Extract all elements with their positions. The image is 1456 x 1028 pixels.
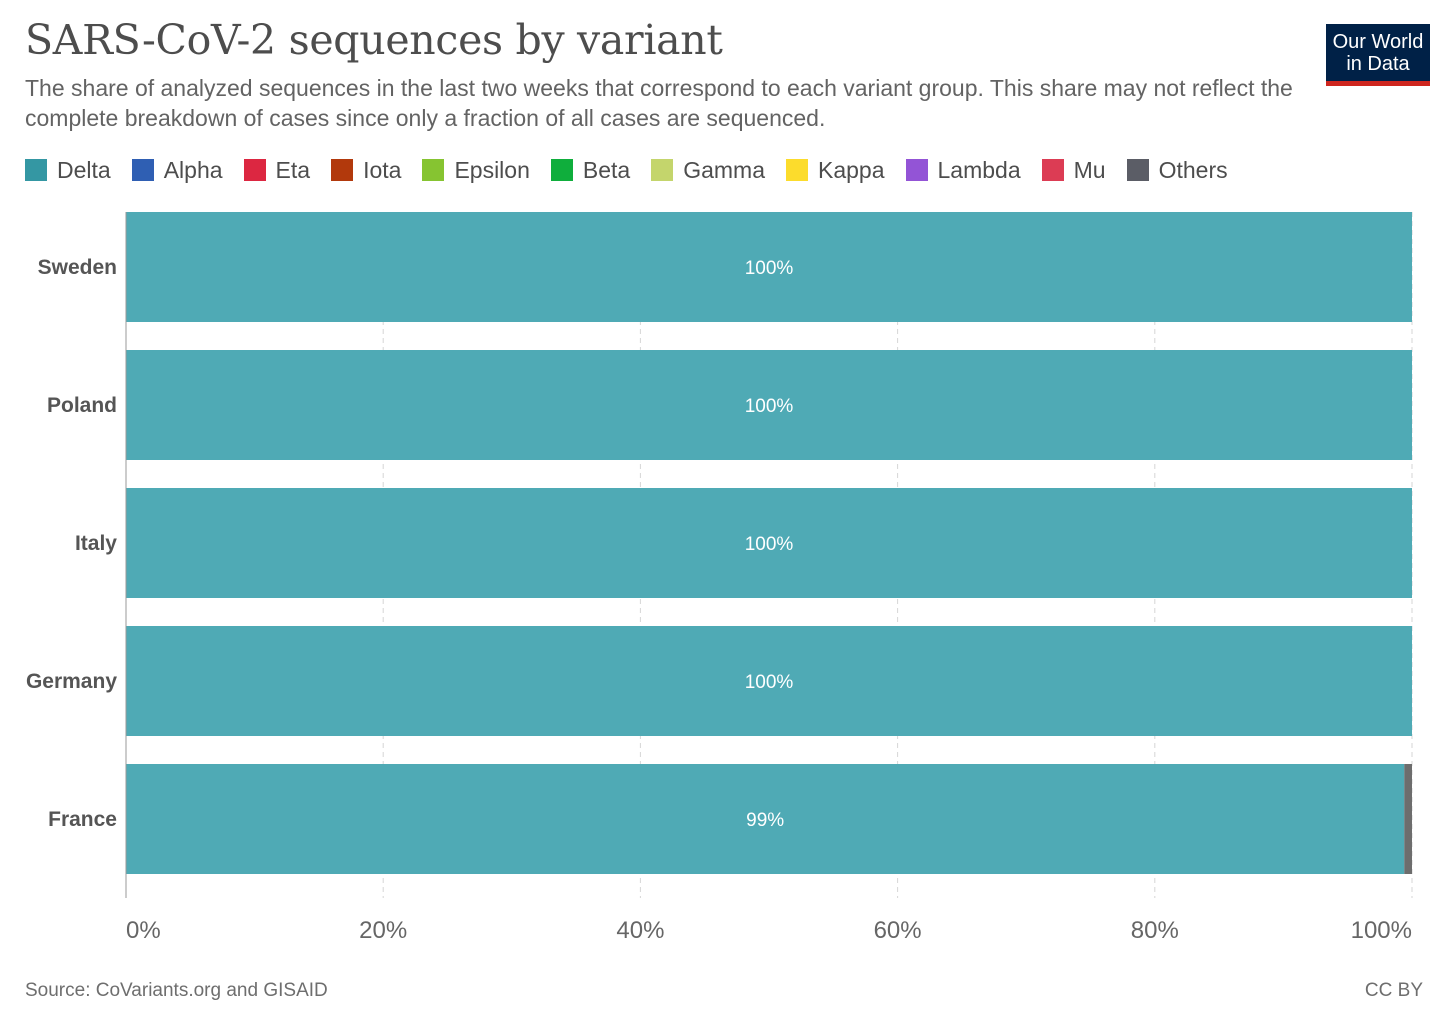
legend-swatch [1041,159,1064,181]
owid-logo[interactable]: Our World in Data [1326,24,1430,86]
data-label: 100% [745,672,794,693]
legend-item-eta[interactable]: Eta [243,156,311,184]
data-label: 100% [745,258,794,279]
legend-item-iota[interactable]: Iota [331,157,401,184]
legend-swatch [25,159,47,181]
legend-swatch [243,159,266,181]
legend-item-kappa[interactable]: Kappa [786,157,885,184]
bar-delta [126,764,1405,874]
legend-label: Mu [1073,156,1106,183]
legend-swatch [905,159,928,181]
x-tick-label: 80% [1131,917,1179,944]
legend-item-delta[interactable]: Delta [25,157,111,184]
legend-swatch [550,159,573,181]
legend-swatch [331,159,354,181]
category-label: Germany [26,670,117,693]
data-label: 100% [745,396,794,417]
logo-line-1: Our World [1332,31,1424,53]
category-label: France [48,808,117,831]
legend-label: Lambda [937,156,1021,183]
legend-label: Epsilon [454,156,530,183]
chart-title: SARS-CoV-2 sequences by variant [25,16,723,64]
category-label: Poland [47,394,117,417]
x-tick-label: 60% [874,917,922,944]
chart-subtitle: The share of analyzed sequences in the l… [25,75,1293,131]
legend-item-mu[interactable]: Mu [1041,156,1106,184]
legend-label: Beta [582,156,631,183]
category-label: Sweden [38,256,117,279]
legend-swatch [651,159,674,181]
x-tick-label: 20% [359,917,407,944]
license-link[interactable]: CC BY [1364,980,1423,1001]
category-label: Italy [75,532,117,555]
bar-delta [126,350,1412,460]
legend-label: Eta [275,156,311,183]
bar-delta [126,626,1412,736]
x-tick-label: 40% [616,917,664,944]
legend-label: Delta [57,156,111,183]
legend-item-gamma[interactable]: Gamma [651,157,765,184]
data-label: 100% [745,534,794,555]
legend-swatch [1126,159,1149,181]
bar-chart: Sweden 100% Poland 100% Italy 100% Germany 100%… [26,212,1413,944]
legend-swatch [422,159,445,181]
legend-label: Others [1158,156,1228,183]
legend-item-alpha[interactable]: Alpha [131,156,223,184]
legend-swatch [786,159,808,181]
data-label: 99% [746,810,784,831]
legend-item-others[interactable]: Others [1126,156,1228,184]
legend-item-lambda[interactable]: Lambda [905,156,1021,184]
legend: Delta Alpha Eta Iota Epsilon Beta Gamma … [25,155,1249,185]
logo-line-2: in Data [1346,53,1410,75]
legend-item-epsilon[interactable]: Epsilon [422,156,530,184]
bar-delta [126,488,1412,598]
legend-label: Iota [363,156,402,183]
source-note[interactable]: Source: CoVariants.org and GISAID [25,980,328,1001]
legend-label: Alpha [163,156,223,183]
x-tick-label: 0% [126,917,161,944]
legend-item-beta[interactable]: Beta [550,156,631,184]
bar-delta [126,212,1412,322]
x-tick-label: 100% [1351,917,1412,944]
legend-swatch [131,159,154,181]
legend-label: Gamma [683,156,765,183]
bar-others [1404,764,1412,874]
legend-label: Kappa [818,156,885,183]
